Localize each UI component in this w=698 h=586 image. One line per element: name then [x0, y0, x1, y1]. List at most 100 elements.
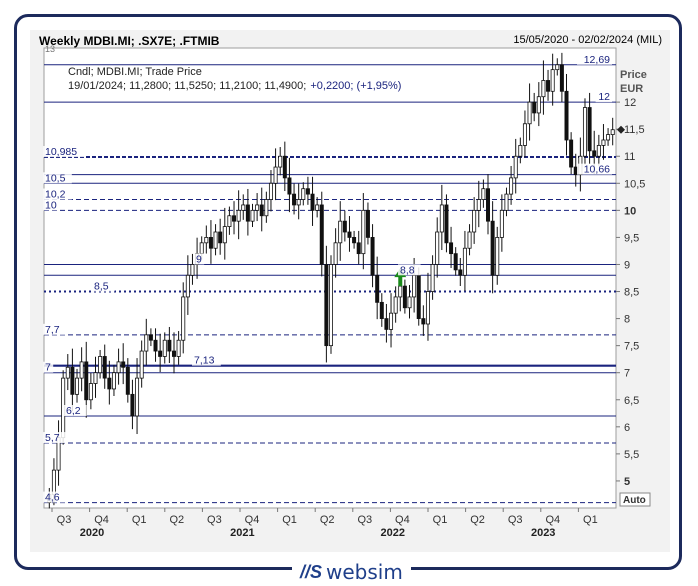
candle-body [199, 242, 204, 255]
x-quarter-label: Q4 [94, 514, 109, 526]
candle-body [592, 150, 597, 157]
level-label: 7,13 [194, 355, 215, 367]
y-tick-label: 12 [624, 97, 636, 109]
candle-body [495, 237, 500, 276]
x-year-label: 2022 [381, 527, 405, 539]
x-quarter-label: Q3 [508, 514, 523, 526]
candle-body [116, 361, 121, 374]
candle-body [393, 296, 398, 314]
info-line-1: Cndl; MDBI.MI; Trade Price [68, 66, 202, 78]
x-quarter-label: Q1 [132, 514, 147, 526]
candle-body [509, 177, 514, 195]
chart-title: Weekly MDBI.MI; .SX7E; .FTMIB [39, 34, 220, 48]
level-label-bg [43, 172, 72, 184]
y-tick-label: 11,5 [624, 124, 645, 136]
candle-body [416, 274, 421, 319]
candle-body [453, 253, 458, 271]
candle-body [476, 199, 481, 211]
candle-body [462, 247, 467, 276]
candle-body [88, 383, 93, 401]
candle-body [181, 296, 186, 341]
candle-body [319, 204, 324, 265]
x-quarter-label: Q4 [545, 514, 560, 526]
candle-body [347, 231, 352, 238]
level-label: 4,6 [45, 492, 60, 504]
info-change: +0,2200; (+1,95%) [310, 80, 401, 92]
candle-body [222, 226, 227, 244]
y-tick-label: 7 [624, 368, 630, 380]
candle-body [241, 204, 246, 211]
y-tick-label: 9,5 [624, 232, 639, 244]
candle-body [310, 193, 315, 211]
candle-body [148, 334, 153, 341]
candle-body [98, 356, 103, 374]
level-label-bg [192, 354, 221, 366]
level-label-bg [194, 253, 205, 265]
x-quarter-label: Q3 [207, 514, 222, 526]
candle-body [250, 209, 255, 222]
candle-body [190, 264, 195, 276]
info-line-2: 19/01/2024; 11,2800; 11,5250; 11,2100; 1… [68, 80, 401, 92]
candle-body [75, 377, 80, 395]
level-label-bg [43, 432, 66, 444]
auto-scale-label: Auto [623, 495, 646, 506]
candle-body [282, 155, 287, 179]
level-label-bg [398, 264, 421, 276]
y-top-partial-label: 13 [45, 44, 55, 54]
candle-body [490, 220, 495, 276]
candle-body [573, 166, 578, 176]
candle-body [407, 296, 412, 309]
y-tick-label: 8 [624, 314, 630, 326]
level-label-bg [43, 146, 85, 158]
x-year-label: 2021 [230, 527, 254, 539]
candle-body [171, 350, 176, 357]
level-label-bg [577, 53, 612, 65]
candle-body [425, 291, 430, 325]
level-label: 12 [598, 91, 610, 103]
level-label-bg [92, 280, 115, 292]
candle-body [379, 301, 384, 319]
candle-body [259, 204, 264, 217]
candle-body [541, 80, 546, 98]
x-quarter-label: Q2 [169, 514, 184, 526]
level-label: 7 [45, 362, 51, 374]
candle-body [213, 231, 218, 249]
candle-body [315, 204, 320, 211]
candle-body [389, 312, 394, 330]
candle-body [559, 64, 564, 92]
candle-body [158, 350, 163, 357]
level-label: 10,5 [45, 172, 66, 184]
candle-body [472, 209, 477, 233]
level-label-bg [64, 405, 87, 416]
candle-body [268, 182, 273, 200]
level-label: 8,5 [94, 281, 109, 293]
y-tick-label: 5,5 [624, 449, 639, 461]
y-tick-label: 5 [624, 476, 630, 488]
candle-body [176, 339, 181, 357]
candle-body [79, 361, 84, 379]
auto-scale-button[interactable] [619, 492, 651, 507]
candle-body [296, 199, 301, 206]
info-values: 19/01/2024; 11,2800; 11,5250; 11,2100; 1… [68, 80, 306, 92]
level-label: 9 [196, 253, 202, 265]
candle-body [167, 339, 172, 352]
candle-body [125, 366, 130, 395]
candle-body [546, 80, 551, 92]
x-quarter-label: Q3 [57, 514, 72, 526]
candle-body [93, 372, 98, 384]
x-quarter-label: Q2 [320, 514, 335, 526]
candle-body [139, 350, 144, 379]
candle-body [518, 145, 523, 157]
level-label-bg [43, 491, 66, 503]
candle-body [273, 166, 278, 184]
x-year-label: 2020 [80, 527, 104, 539]
candle-body [236, 209, 241, 222]
y-tick-label: 6 [624, 422, 630, 434]
candle-body [499, 209, 504, 238]
candle-body [435, 231, 440, 265]
candle-body [342, 220, 347, 233]
candle-body [550, 69, 555, 92]
candle-body [412, 274, 417, 298]
